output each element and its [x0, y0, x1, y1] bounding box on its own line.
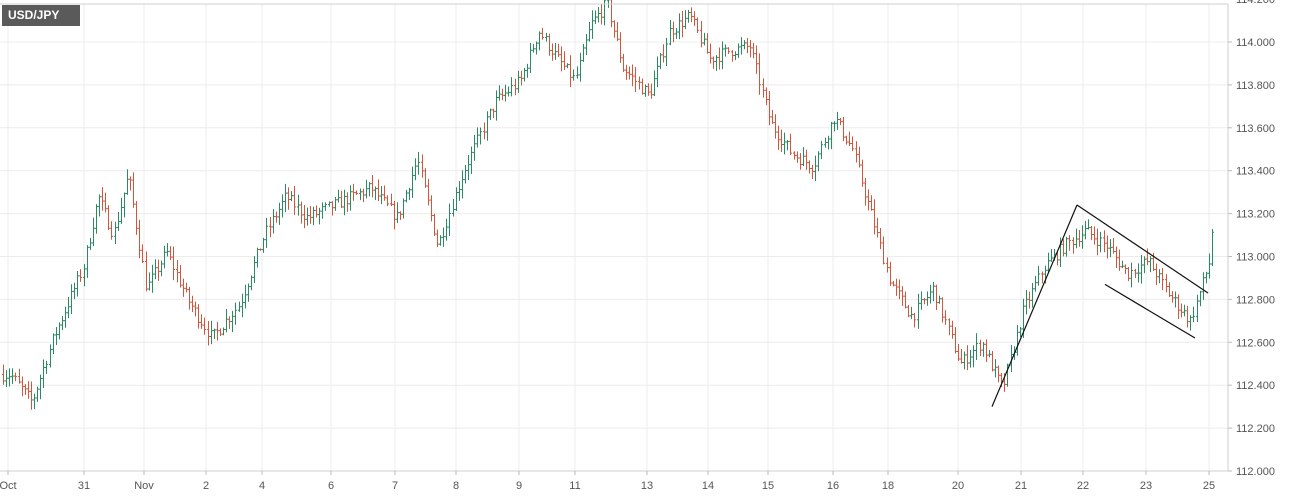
y-tick-label: 112.800	[1236, 294, 1275, 306]
x-tick-label: 6	[328, 480, 334, 492]
x-tick-label: 8	[453, 480, 459, 492]
y-tick-label: 112.000	[1236, 466, 1275, 478]
pattern-trend-line	[1104, 283, 1196, 339]
axis-layer: 114.200 114.000 113.800 113.600 113.400 113.2…	[0, 0, 1275, 492]
x-tick-label: 22	[1077, 480, 1089, 492]
x-tick-label: 7	[392, 480, 398, 492]
x-tick-label: 23	[1140, 480, 1152, 492]
y-tick-label: 113.200	[1236, 209, 1275, 221]
x-tick-label: 21	[1015, 480, 1027, 492]
y-tick-label: 113.400	[1236, 166, 1275, 178]
x-tick-label: 11	[569, 480, 580, 492]
x-tick-label: Nov	[134, 480, 154, 492]
y-tick-label: 113.800	[1236, 80, 1275, 92]
x-tick-label: 20	[952, 480, 964, 492]
x-tick-label: 2	[203, 480, 209, 492]
y-tick-label: 113.000	[1236, 252, 1275, 264]
pattern-trend-line	[1076, 204, 1209, 294]
symbol-label: USD/JPY	[2, 5, 80, 26]
y-tick-label: 114.000	[1236, 37, 1275, 49]
y-tick-label: 113.600	[1236, 123, 1275, 135]
y-tick-label: 112.200	[1236, 423, 1275, 435]
x-tick-label: 13	[641, 480, 653, 492]
grid-layer	[0, 4, 1228, 472]
y-tick-label: 112.400	[1236, 380, 1275, 392]
x-tick-label: 15	[762, 480, 774, 492]
x-tick-label: Oct	[0, 480, 17, 492]
x-tick-label: 9	[516, 480, 522, 492]
pattern-layer	[991, 204, 1209, 407]
pattern-trend-line	[991, 204, 1078, 407]
y-tick-label: 114.200	[1236, 0, 1275, 6]
candle-layer	[2, 0, 1214, 410]
x-tick-label: 25	[1203, 480, 1215, 492]
x-tick-label: 31	[78, 480, 90, 492]
y-tick-label: 112.600	[1236, 337, 1275, 349]
x-tick-label: 16	[827, 480, 839, 492]
x-tick-label: 14	[702, 480, 714, 492]
x-tick-label: 18	[882, 480, 894, 492]
x-tick-label: 4	[259, 480, 265, 492]
